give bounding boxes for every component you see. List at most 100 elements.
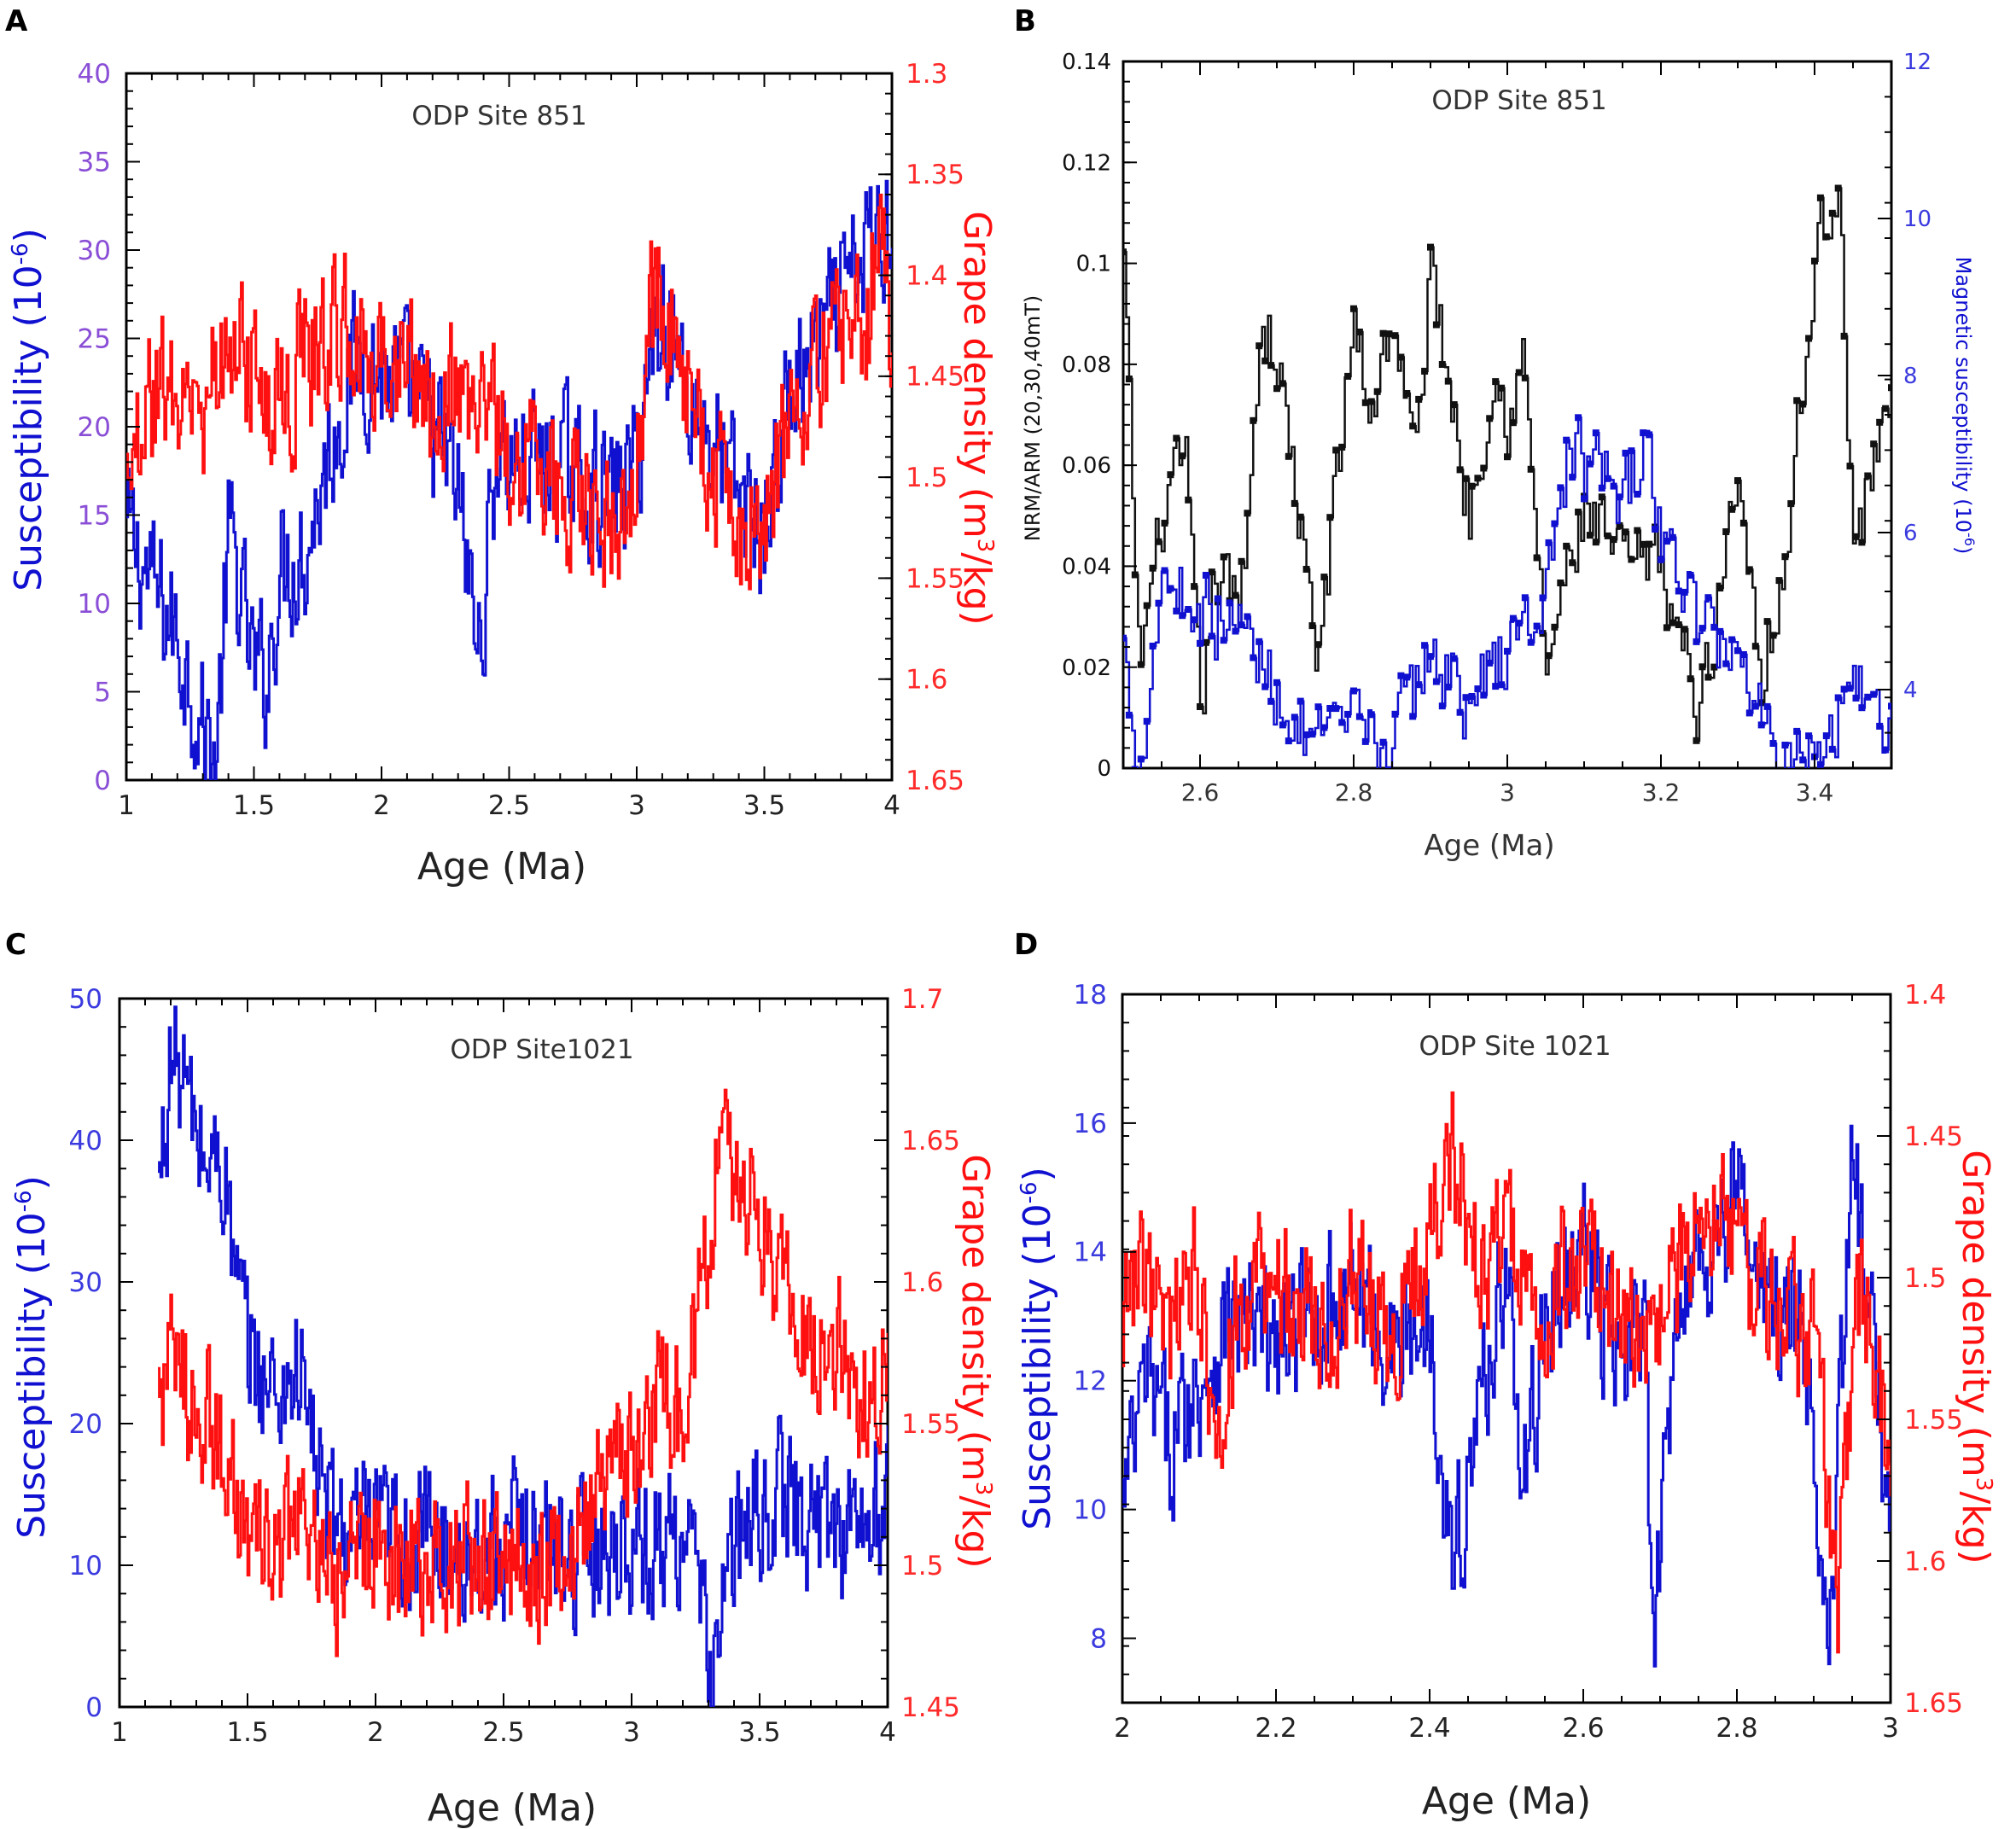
data-point	[1545, 652, 1553, 660]
data-point	[1179, 612, 1186, 620]
data-point	[1586, 532, 1594, 539]
data-point	[1143, 602, 1151, 609]
data-point	[1598, 484, 1605, 492]
x-tick-label: 1	[118, 790, 135, 821]
data-point	[1876, 722, 1884, 730]
data-point	[1385, 766, 1393, 768]
data-point	[1575, 508, 1582, 515]
data-point	[1344, 710, 1352, 718]
data-point	[1822, 233, 1830, 241]
x-tick-label: 2.6	[1181, 778, 1220, 807]
data-point	[1846, 684, 1854, 692]
y-right-tick-label: 1.45	[901, 1692, 960, 1723]
panel-d-right-title-main: Grape density (m	[1954, 1150, 1997, 1477]
data-point	[1302, 566, 1310, 573]
data-point	[1332, 446, 1340, 454]
y-right-tick-label: 1.5	[1904, 1263, 1946, 1294]
data-point	[1403, 673, 1411, 681]
data-point	[1427, 243, 1434, 251]
panel-a-site-title: ODP Site 851	[411, 101, 586, 131]
data-point	[1367, 711, 1375, 719]
panel-b-right-title-end: )	[1951, 546, 1975, 554]
panel-c-left-title-exponent: -6	[11, 1190, 37, 1212]
data-point	[1391, 332, 1399, 340]
data-point	[1610, 482, 1617, 490]
data-point	[1256, 342, 1263, 350]
data-point	[1763, 618, 1771, 626]
panel-d-right-axis-title: Grape density (m3/kg)	[1954, 1150, 1997, 1564]
panel-c-left-title-main: Susceptibility (10	[10, 1212, 54, 1538]
data-point	[1805, 732, 1813, 740]
data-point	[1361, 737, 1369, 745]
y-right-tick-label: 12	[1903, 50, 1932, 75]
data-point	[1409, 713, 1417, 720]
data-point	[1397, 672, 1405, 679]
panel-d-left-title-exponent: -6	[1017, 1181, 1042, 1203]
data-point	[1291, 714, 1298, 721]
data-point	[1191, 583, 1198, 591]
data-point	[1533, 622, 1541, 630]
data-point	[1757, 721, 1765, 729]
y-right-tick-label: 1.45	[906, 362, 964, 393]
panel-a-right-title-end: /kg)	[955, 552, 999, 625]
data-point	[1687, 572, 1694, 579]
data-point	[1355, 713, 1363, 720]
y-right-tick-label: 1.65	[1904, 1688, 1963, 1719]
data-point	[1367, 398, 1375, 405]
data-point	[1616, 521, 1623, 529]
data-point	[1285, 452, 1292, 460]
data-point	[1143, 718, 1151, 725]
data-point	[1486, 659, 1494, 667]
x-tick-label: 3.5	[743, 790, 785, 821]
panel-a-series-susceptibility	[126, 179, 892, 780]
data-point	[1551, 623, 1559, 631]
data-point	[1669, 533, 1676, 541]
data-point	[1474, 475, 1482, 482]
data-point	[1858, 539, 1866, 546]
data-point	[1432, 678, 1440, 685]
data-point	[1391, 710, 1399, 718]
data-point	[1527, 465, 1535, 473]
data-point	[1498, 681, 1506, 689]
data-point	[1167, 471, 1174, 479]
data-point	[1793, 727, 1801, 735]
data-point	[1669, 619, 1676, 626]
x-tick-label: 2	[367, 1717, 384, 1748]
y-right-tick-label: 1.55	[906, 563, 964, 594]
panel-c: C 1 1.5 2 2.5 3 3.5 4010203040501.451.51.551.6…	[5, 928, 997, 1829]
data-point	[1320, 574, 1328, 581]
data-point	[1173, 434, 1180, 442]
y-right-tick-label: 1.55	[1904, 1405, 1963, 1436]
data-point	[1498, 384, 1506, 392]
data-point	[1226, 599, 1233, 607]
panel-a-right-axis-title: Grape density (m3/kg)	[955, 211, 999, 625]
y-left-tick-label: 0.02	[1062, 655, 1111, 681]
data-point	[1480, 464, 1488, 472]
data-point	[1751, 702, 1759, 710]
panel-c-right-axis-title: Grape density (m3/kg)	[953, 1154, 997, 1568]
data-point	[1882, 746, 1890, 754]
data-point	[1462, 694, 1470, 702]
x-tick-label: 3	[623, 1717, 640, 1748]
data-point	[1622, 528, 1629, 536]
x-tick-label: 2	[1114, 1713, 1131, 1744]
x-tick-label: 2.8	[1716, 1713, 1757, 1744]
data-point	[1314, 703, 1322, 711]
data-point	[1131, 766, 1139, 768]
data-point	[1864, 693, 1872, 701]
panel-c-site-title: ODP Site1021	[450, 1034, 633, 1065]
data-point	[1185, 496, 1192, 504]
y-left-tick-label: 0	[94, 766, 111, 796]
data-point	[1604, 475, 1611, 482]
data-point	[1355, 329, 1363, 335]
y-right-tick-label: 1.6	[1904, 1546, 1946, 1577]
data-point	[1220, 553, 1227, 561]
panel-a-right-title-main: Grape density (m	[955, 211, 999, 538]
data-point	[1858, 704, 1866, 712]
y-left-tick-label: 0.08	[1062, 352, 1111, 378]
data-point	[1492, 683, 1500, 690]
data-point	[1704, 673, 1712, 681]
panel-c-left-axis-title: Susceptibility (10-6)	[10, 1175, 54, 1539]
panel-a-left-title-exponent: -6	[8, 242, 33, 265]
